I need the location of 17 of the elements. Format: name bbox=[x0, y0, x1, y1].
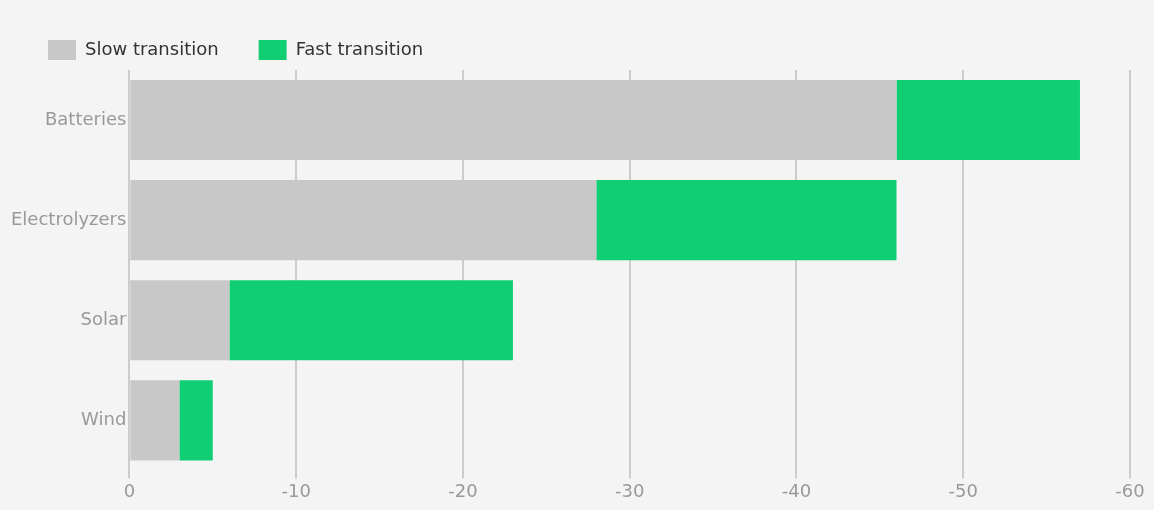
x-tick-label: 0 bbox=[123, 479, 136, 501]
bar bbox=[229, 280, 513, 361]
x-tick-label: -40 bbox=[781, 479, 812, 501]
x-tick-label: -60 bbox=[1115, 479, 1145, 501]
y-tick-label: Solar bbox=[80, 307, 127, 329]
x-tick-label: -50 bbox=[948, 479, 978, 501]
x-tick-label: -30 bbox=[614, 479, 645, 501]
y-tick-label: Wind bbox=[81, 408, 127, 430]
bar bbox=[179, 380, 213, 461]
legend-label: Slow transition bbox=[85, 37, 219, 59]
x-tick-label: -10 bbox=[281, 479, 311, 501]
y-tick-label: Electrolyzers bbox=[11, 207, 127, 229]
bar bbox=[596, 180, 897, 261]
legend-label: Fast transition bbox=[295, 37, 424, 59]
x-tick-label: -20 bbox=[448, 479, 478, 501]
y-tick-label: Batteries bbox=[44, 107, 127, 129]
bar bbox=[896, 80, 1080, 161]
